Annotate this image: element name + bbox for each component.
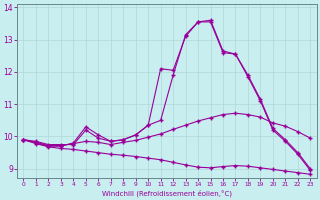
- X-axis label: Windchill (Refroidissement éolien,°C): Windchill (Refroidissement éolien,°C): [102, 189, 232, 197]
